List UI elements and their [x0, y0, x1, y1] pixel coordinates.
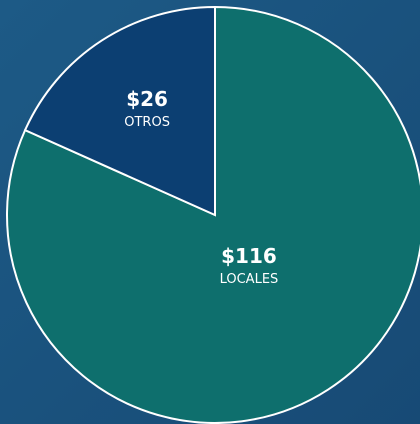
value-label: $116 [221, 244, 277, 268]
pie-slice [23, 5, 216, 217]
value-label: $26 [126, 87, 168, 111]
pie: $116 LOCALES $26 OTROS [6, 5, 420, 424]
category-label: OTROS [124, 115, 170, 130]
category-label: LOCALES [220, 272, 279, 287]
